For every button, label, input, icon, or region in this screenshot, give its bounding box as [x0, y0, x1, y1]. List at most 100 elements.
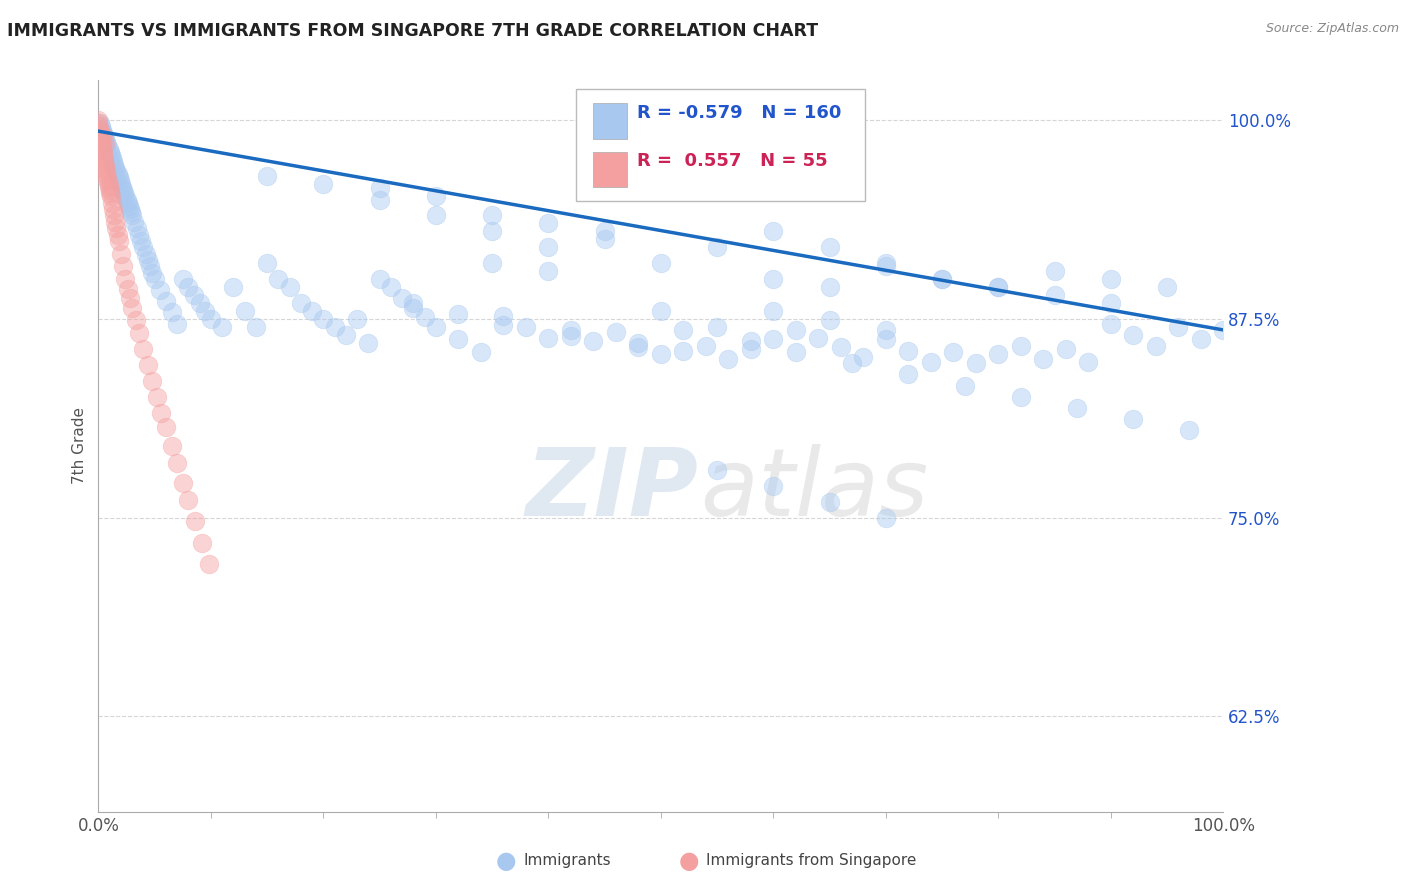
Point [706, 240, 728, 254]
Point [110, 177, 132, 191]
Text: atlas: atlas [700, 444, 928, 535]
Text: R = -0.579   N = 160: R = -0.579 N = 160 [637, 104, 841, 122]
Point [807, 331, 830, 345]
Point [160, 439, 183, 453]
Point [135, 246, 157, 260]
Point [492, 309, 515, 323]
Point [818, 280, 841, 294]
Text: ZIP: ZIP [526, 444, 699, 536]
Point [627, 335, 650, 350]
Y-axis label: 7th Grade: 7th Grade [72, 408, 87, 484]
Point [98, 186, 121, 201]
Point [89, 122, 111, 136]
Point [141, 266, 163, 280]
Point [91, 128, 114, 143]
Point [1010, 390, 1032, 404]
Point [96, 173, 118, 187]
Point [672, 323, 695, 337]
Point [105, 164, 128, 178]
Point [1178, 423, 1201, 437]
Point [166, 457, 188, 471]
Point [90, 132, 112, 146]
Point [368, 181, 391, 195]
Point [132, 240, 155, 254]
Text: Immigrants: Immigrants [523, 854, 610, 868]
Point [101, 154, 124, 169]
Point [101, 151, 124, 165]
Point [560, 323, 582, 337]
Point [112, 260, 135, 274]
Point [107, 227, 129, 242]
Point [118, 291, 141, 305]
Point [117, 282, 139, 296]
Point [128, 326, 150, 340]
Point [537, 240, 560, 254]
Point [1212, 323, 1234, 337]
Point [129, 234, 152, 248]
Point [312, 177, 335, 191]
Point [762, 479, 785, 493]
Point [166, 317, 188, 331]
Point [875, 256, 897, 270]
Point [818, 494, 841, 508]
Point [89, 116, 111, 130]
Point [101, 202, 124, 216]
Point [425, 189, 447, 203]
Point [818, 240, 841, 254]
Point [149, 283, 172, 297]
Point [124, 215, 146, 229]
Point [931, 272, 953, 286]
Point [830, 340, 852, 354]
Point [115, 193, 138, 207]
Point [706, 463, 728, 477]
Point [492, 318, 515, 333]
Point [90, 136, 112, 150]
Point [183, 288, 205, 302]
Point [94, 157, 117, 171]
Point [650, 303, 672, 318]
Point [94, 136, 117, 151]
Point [118, 199, 141, 213]
Point [605, 325, 627, 339]
Point [98, 183, 121, 197]
Point [1167, 319, 1189, 334]
Point [278, 280, 301, 294]
Point [172, 475, 194, 490]
Point [537, 216, 560, 230]
Point [1099, 317, 1122, 331]
Point [121, 209, 143, 223]
Point [402, 301, 425, 315]
Point [762, 333, 785, 347]
Point [118, 202, 141, 216]
Text: IMMIGRANTS VS IMMIGRANTS FROM SINGAPORE 7TH GRADE CORRELATION CHART: IMMIGRANTS VS IMMIGRANTS FROM SINGAPORE … [7, 22, 818, 40]
Point [245, 319, 267, 334]
Point [96, 164, 118, 178]
Point [139, 260, 162, 274]
Point [98, 145, 121, 159]
Point [875, 510, 897, 524]
Point [91, 148, 114, 162]
Point [194, 303, 217, 318]
Point [177, 280, 200, 294]
Point [875, 333, 897, 347]
Point [177, 493, 200, 508]
Point [90, 142, 112, 156]
Point [1043, 288, 1066, 302]
Point [150, 406, 173, 420]
Point [96, 136, 118, 150]
Point [89, 128, 111, 143]
Point [121, 301, 143, 315]
Point [1099, 296, 1122, 310]
Point [222, 280, 245, 294]
Point [87, 116, 110, 130]
Point [875, 260, 897, 274]
Point [100, 148, 122, 162]
Point [1066, 401, 1088, 415]
Point [143, 272, 166, 286]
Point [593, 232, 616, 246]
Point [136, 358, 159, 372]
Point [391, 291, 413, 305]
Point [537, 331, 560, 345]
Point [965, 356, 987, 370]
Point [233, 303, 256, 318]
